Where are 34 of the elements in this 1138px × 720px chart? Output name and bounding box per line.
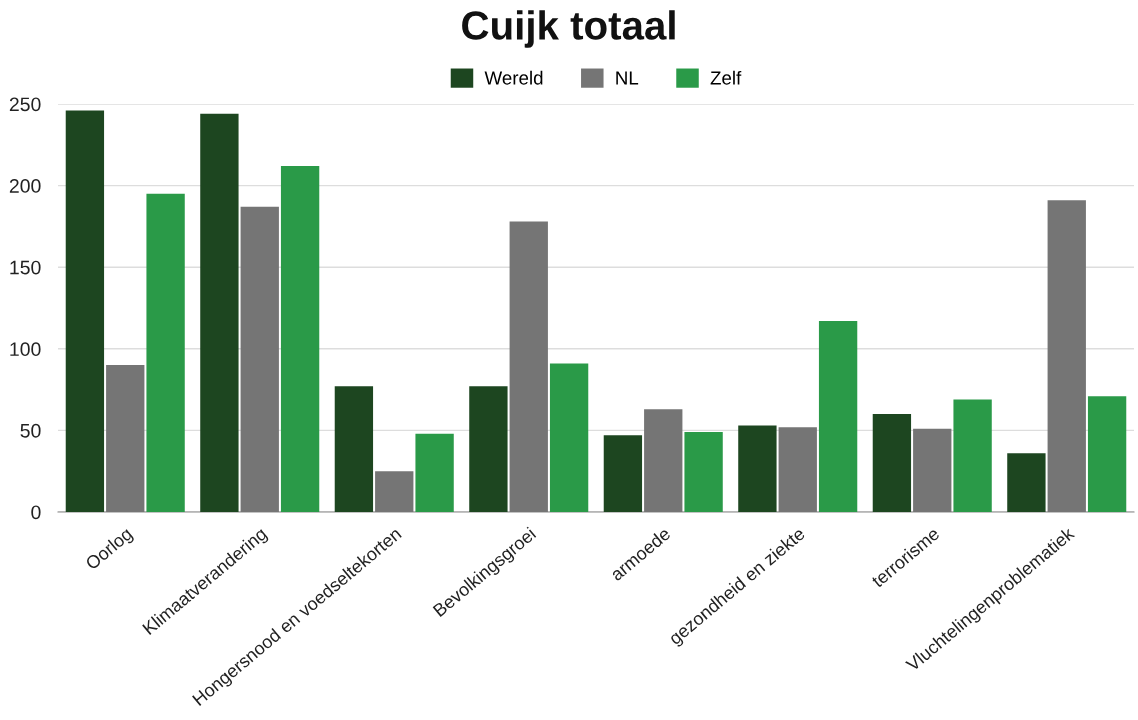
bar: [1087, 396, 1127, 512]
bar: [106, 365, 145, 512]
bar: [913, 428, 952, 512]
bar: [146, 193, 185, 512]
bar: [953, 399, 992, 512]
bar: [240, 206, 279, 512]
bar: [200, 113, 239, 512]
bar: [334, 386, 374, 512]
y-tick-label: 250: [9, 97, 41, 112]
bar: [872, 414, 912, 512]
y-tick-label: 0: [31, 505, 41, 520]
bar: [375, 471, 414, 512]
bar: [469, 386, 508, 512]
legend-label: NL: [616, 71, 639, 85]
bar: [738, 425, 777, 512]
legend-label: Wereld: [484, 70, 543, 85]
y-tick-label: 100: [10, 342, 41, 357]
bar: [509, 221, 548, 512]
y-tick-label: 50: [20, 423, 41, 438]
chart-title: Cuijk totaal: [462, 10, 675, 48]
bar: [818, 321, 858, 512]
bar: [684, 432, 723, 512]
bar: [549, 363, 589, 512]
y-tick-label: 150: [10, 260, 41, 275]
y-tick-label: 200: [9, 179, 41, 193]
bar: [603, 435, 643, 512]
bar: [65, 110, 105, 512]
bar: [1007, 453, 1046, 512]
legend-label: Zelf: [710, 70, 742, 85]
bar: [644, 409, 683, 512]
bar: [1047, 200, 1086, 512]
bar: [778, 427, 817, 512]
bar: [280, 166, 320, 512]
bar: [415, 433, 454, 512]
